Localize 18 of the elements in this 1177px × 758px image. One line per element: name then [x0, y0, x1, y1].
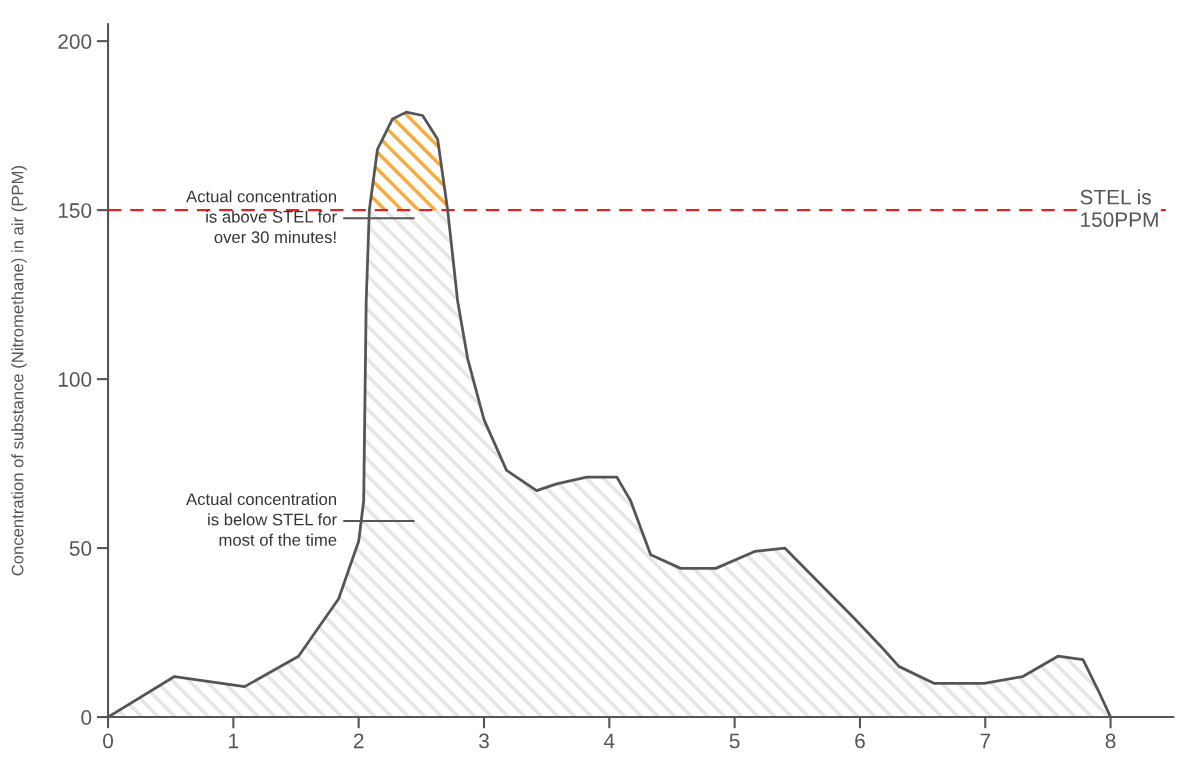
- x-tick-label: 3: [479, 733, 489, 749]
- x-tick-label: 7: [980, 733, 991, 749]
- y-tick-label: 200: [58, 34, 92, 49]
- x-tick-label: 4: [604, 733, 615, 749]
- y-tick-label: 100: [58, 372, 92, 387]
- y-tick-label: 150: [58, 203, 92, 218]
- x-tick-label: 5: [729, 733, 740, 749]
- x-tick-label: 0: [103, 733, 114, 749]
- y-tick-label: 50: [69, 541, 92, 556]
- x-tick-label: 2: [353, 733, 364, 749]
- y-axis-title: Concentration of substance (Nitromethane) in air (PPM): [11, 166, 27, 576]
- x-tick-label: 8: [1105, 733, 1116, 749]
- annotation: Actual concentration is above STEL for over 30 minutes!: [186, 190, 337, 244]
- annotation: Actual concentration is below STEL for most of the time: [186, 492, 337, 546]
- x-tick-label: 1: [229, 733, 239, 749]
- ref-line-label: STEL is 150PPM: [1080, 189, 1158, 227]
- x-tick-label: 6: [855, 733, 865, 749]
- y-tick-label: 0: [81, 710, 92, 725]
